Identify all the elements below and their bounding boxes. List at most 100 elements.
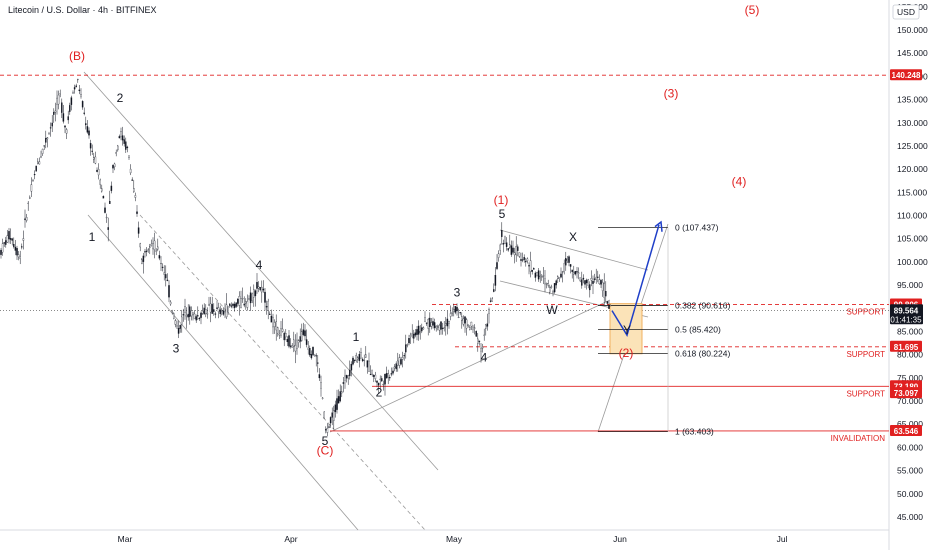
candle-body <box>432 321 434 326</box>
wave-label: 1 <box>353 330 360 344</box>
candle-body <box>297 340 300 343</box>
candle-body <box>246 301 249 308</box>
candle-body <box>67 116 69 121</box>
wave-label: (3) <box>664 86 679 100</box>
candle-body <box>174 320 177 325</box>
candle-body <box>438 324 441 331</box>
price-tick-label: 45.000 <box>897 512 923 522</box>
candle-body <box>597 276 599 278</box>
candle-body <box>222 310 225 315</box>
current-price-tag <box>890 304 923 325</box>
currency-badge <box>892 4 920 20</box>
candle-body <box>305 339 308 345</box>
candle-body <box>248 298 250 300</box>
candle-body <box>376 380 378 383</box>
candle-body <box>381 378 383 382</box>
candle-body <box>184 306 186 313</box>
price-tick-label: 105.000 <box>897 234 928 244</box>
candle-body <box>334 404 337 413</box>
candle-body <box>293 339 295 347</box>
candle-body <box>485 324 487 329</box>
candle-body <box>598 279 601 285</box>
candle-body <box>64 125 66 128</box>
candle-body <box>121 135 124 141</box>
candle-body <box>257 286 260 289</box>
candle-body <box>320 382 322 389</box>
candle-body <box>534 272 537 278</box>
candle-body <box>304 330 306 337</box>
candle-body <box>72 92 74 94</box>
price-tag-label: 81.695 <box>894 343 919 352</box>
candle-body <box>505 242 508 247</box>
wave-label: Y <box>623 323 631 337</box>
candle-body <box>302 329 305 335</box>
candle-body <box>141 259 143 265</box>
candle-body <box>365 354 367 358</box>
candle-body <box>496 262 498 269</box>
candle-body <box>120 131 122 137</box>
candle-body <box>501 230 503 237</box>
candle-body <box>78 89 81 92</box>
candle-body <box>483 334 485 336</box>
candle-body <box>243 303 245 306</box>
candle-body <box>424 317 426 322</box>
candle-body <box>582 277 585 280</box>
time-tick-label: Apr <box>284 534 297 544</box>
candle-body <box>478 340 481 342</box>
candle-body <box>569 264 572 267</box>
candle-body <box>486 323 489 327</box>
candle-body <box>113 163 116 168</box>
candle-body <box>574 271 577 275</box>
candle-body <box>584 280 586 285</box>
candle-body <box>230 305 233 307</box>
candle-body <box>373 375 375 377</box>
candle-body <box>104 207 106 213</box>
candle-body <box>528 265 530 267</box>
target-zone-box <box>609 303 643 355</box>
candle-body <box>118 136 121 139</box>
candle-body <box>560 273 562 278</box>
time-tick-label: Jul <box>777 534 788 544</box>
candle-body <box>462 318 465 325</box>
candle-body <box>110 185 113 191</box>
candle-body <box>85 123 87 126</box>
price-tick-label: 130.000 <box>897 118 928 128</box>
candle-body <box>408 337 410 344</box>
candle-body <box>117 145 119 151</box>
candle-body <box>398 357 401 366</box>
candle-body <box>286 339 289 343</box>
candle-body <box>158 255 161 259</box>
candle-body <box>608 304 610 309</box>
price-tag-label: 73.097 <box>894 389 919 398</box>
candle-body <box>147 249 149 251</box>
wave-label: 1 <box>89 230 96 244</box>
candle-body <box>157 246 159 250</box>
candle-body <box>275 321 277 331</box>
candle-body <box>272 317 274 328</box>
candle-body <box>240 298 242 308</box>
candle-body <box>251 293 253 301</box>
candle-body <box>477 338 479 344</box>
candle-body <box>86 126 89 133</box>
price-tag <box>890 69 922 81</box>
candle-body <box>56 97 58 105</box>
candle-body <box>459 312 461 314</box>
candle-body <box>195 316 197 321</box>
candle-body <box>341 391 343 394</box>
price-tick-label: 100.000 <box>897 257 928 267</box>
candle-body <box>600 280 602 285</box>
candle-body <box>451 311 453 314</box>
candle-body <box>347 375 349 379</box>
candle-body <box>81 101 84 108</box>
candle-body <box>185 314 188 317</box>
level-zone-label: SUPPORT <box>846 350 885 359</box>
candle-body <box>312 347 314 355</box>
time-tick-label: Mar <box>118 534 133 544</box>
candle-body <box>443 327 445 329</box>
candle-body <box>406 344 409 346</box>
candle-body <box>521 259 524 261</box>
candle-body <box>318 374 321 379</box>
candle-body <box>107 227 109 230</box>
wave-label: W <box>546 303 558 317</box>
